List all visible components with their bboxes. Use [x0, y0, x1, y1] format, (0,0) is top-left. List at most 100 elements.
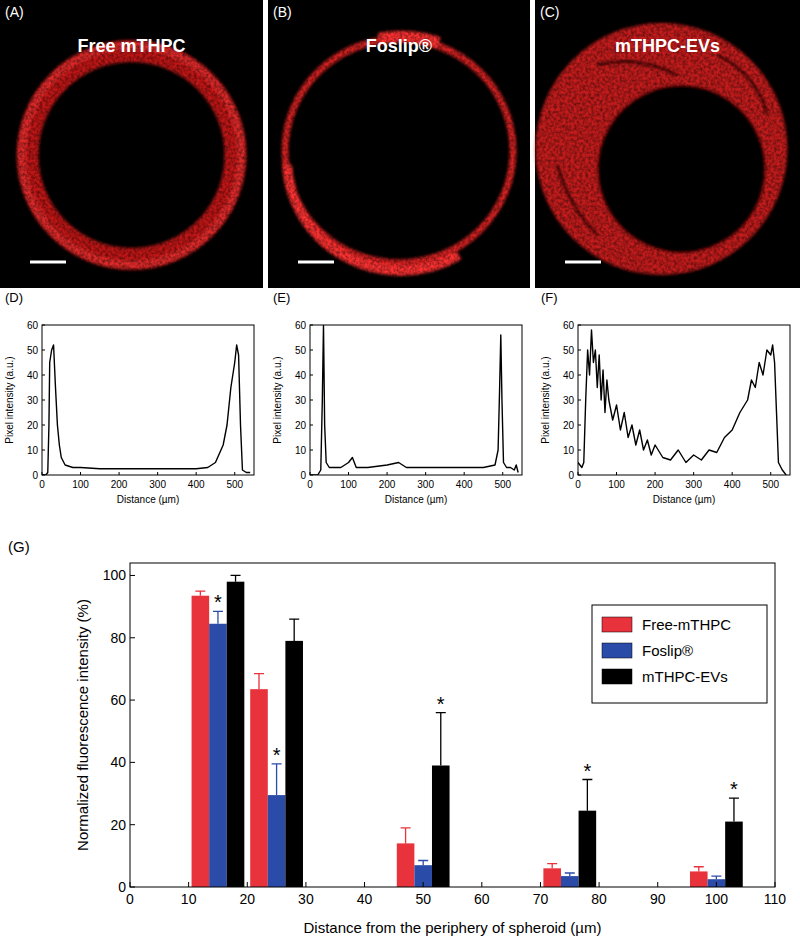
x-tick-label: 500	[494, 479, 511, 490]
x-tick-label: 400	[724, 479, 741, 490]
y-tick-label: 60	[563, 320, 575, 331]
x-axis-label: Distance (µm)	[117, 494, 179, 505]
legend-swatch	[602, 617, 632, 632]
y-tick-label: 30	[563, 395, 575, 406]
y-tick-label: 60	[295, 320, 307, 331]
x-tick-label: 300	[685, 479, 702, 490]
x-tick	[502, 472, 503, 475]
image-panel: (C)mTHPC-EVs	[535, 0, 800, 288]
plot-area	[578, 330, 786, 475]
y-tick-label: 80	[110, 630, 126, 646]
x-tick-label: 90	[650, 891, 666, 907]
y-tick	[42, 350, 45, 351]
plot-frame	[310, 325, 522, 475]
x-tick	[234, 472, 235, 475]
bar	[725, 822, 743, 887]
panel-label: (F)	[541, 290, 558, 305]
y-tick	[42, 325, 45, 326]
x-tick	[157, 472, 158, 475]
bar	[268, 795, 286, 887]
line-chart: (D)01002003004005000102030405060Distance…	[4, 290, 254, 505]
x-tick	[481, 882, 482, 887]
line-chart: (F)01002003004005000102030405060Distance…	[540, 290, 790, 505]
error-bar	[231, 575, 241, 581]
panel-title: mTHPC-EVs	[615, 36, 720, 56]
y-axis-label: Normalized fluorescence intensity (%)	[74, 599, 91, 851]
panel-label: (G)	[8, 538, 30, 555]
scale-bar	[298, 261, 334, 264]
bar	[285, 641, 303, 887]
bar	[543, 868, 561, 887]
plot-area	[310, 325, 518, 475]
x-tick	[540, 882, 541, 887]
y-tick-label: 60	[27, 320, 39, 331]
legend-label: Free-mTHPC	[642, 616, 731, 633]
x-tick	[655, 472, 656, 475]
error-bar	[289, 619, 299, 641]
x-tick-label: 0	[575, 479, 581, 490]
image-panel: (B)Foslip®	[268, 0, 530, 288]
x-tick-label: 100	[608, 479, 625, 490]
speckle	[268, 0, 530, 288]
y-tick	[130, 637, 135, 638]
bar	[397, 843, 415, 887]
x-tick-label: 0	[126, 891, 134, 907]
error-bar	[401, 828, 411, 844]
x-tick-label: 400	[456, 479, 473, 490]
legend-label: mTHPC-EVs	[642, 668, 728, 685]
significance-mark: *	[214, 591, 222, 613]
y-tick	[310, 400, 313, 401]
plot-area	[192, 575, 743, 887]
x-tick	[464, 472, 465, 475]
y-tick-label: 100	[103, 567, 127, 583]
x-tick-label: 80	[591, 891, 607, 907]
x-tick	[657, 882, 658, 887]
y-axis-label: Pixel intensity (a.u.)	[4, 356, 15, 443]
bar	[690, 871, 708, 887]
y-tick-label: 50	[295, 345, 307, 356]
y-axis-label: Pixel intensity (a.u.)	[272, 356, 283, 443]
significance-mark: *	[437, 693, 445, 715]
panel-label: (A)	[5, 4, 24, 20]
x-tick-label: 500	[226, 479, 243, 490]
y-tick	[578, 450, 581, 451]
x-tick	[425, 472, 426, 475]
legend-swatch	[602, 669, 632, 684]
y-tick-label: 0	[118, 879, 126, 895]
y-tick-label: 10	[563, 445, 575, 456]
scale-bar	[565, 261, 601, 264]
image-panel: (A)Free mTHPC	[0, 0, 263, 288]
x-tick-label: 300	[149, 479, 166, 490]
speckle	[0, 0, 263, 288]
plot-area	[42, 345, 250, 475]
y-tick	[310, 350, 313, 351]
x-tick-label: 50	[415, 891, 431, 907]
x-axis-label: Distance (µm)	[653, 494, 715, 505]
legend: Free-mTHPCFoslip®mTHPC-EVs	[592, 605, 767, 703]
speckle	[535, 0, 800, 288]
profile-line	[310, 325, 518, 475]
panel-label: (D)	[5, 290, 23, 305]
error-bar	[272, 764, 282, 795]
legend-swatch	[602, 643, 632, 658]
x-tick-label: 0	[307, 479, 313, 490]
significance-mark: *	[730, 778, 738, 800]
error-bar	[254, 674, 264, 690]
y-tick	[310, 450, 313, 451]
y-tick-label: 30	[27, 395, 39, 406]
x-tick	[305, 882, 306, 887]
x-tick	[716, 882, 717, 887]
y-tick	[578, 425, 581, 426]
plot-frame	[42, 325, 254, 475]
x-tick	[387, 472, 388, 475]
y-tick	[578, 400, 581, 401]
x-tick-label: 10	[181, 891, 197, 907]
x-tick-label: 400	[188, 479, 205, 490]
y-tick	[42, 450, 45, 451]
x-tick	[693, 472, 694, 475]
x-tick-label: 110	[764, 891, 787, 907]
y-tick	[42, 400, 45, 401]
error-bar	[729, 798, 739, 821]
y-tick-label: 40	[110, 754, 126, 770]
y-tick-label: 30	[295, 395, 307, 406]
